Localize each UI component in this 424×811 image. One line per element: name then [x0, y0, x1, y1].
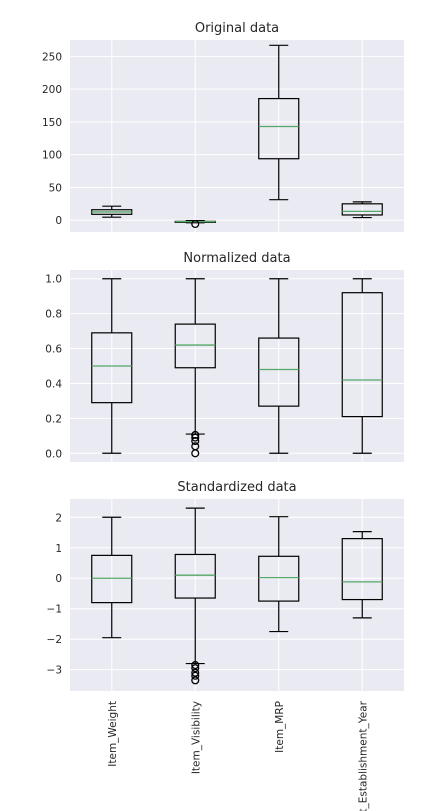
- x-tick-label: Outlet_Establishment_Year: [357, 700, 369, 811]
- box-body: [174, 553, 216, 599]
- chart-panel-3: −3 −2 −1 0 1 2 Standardized data Item_Weight Ite…: [47, 480, 404, 811]
- box-body: [258, 97, 300, 160]
- y-tick-label: 0.0: [45, 448, 62, 460]
- y-tick-label: 0.8: [45, 309, 62, 321]
- outlier-point: [191, 668, 200, 677]
- box-Item_MRP: [258, 44, 300, 201]
- y-tick-label: 0.6: [45, 344, 62, 356]
- y-tick-label: −1: [47, 604, 62, 616]
- box-body: [341, 292, 383, 418]
- outlier-point: [191, 676, 200, 685]
- box-Item_MRP: [258, 278, 300, 454]
- box-body: [341, 538, 383, 601]
- x-tick-label: Item_Weight: [107, 701, 119, 767]
- outlier-point: [191, 664, 200, 673]
- y-tick-label: 0: [55, 215, 62, 227]
- outlier-point: [191, 442, 200, 451]
- outlier-point: [191, 219, 200, 229]
- box-Item_MRP: [258, 516, 300, 633]
- plot-area: [70, 40, 404, 232]
- box-Item_Weight: [91, 278, 133, 454]
- outlier-point: [191, 437, 200, 446]
- chart-title: Normalized data: [183, 251, 290, 266]
- y-tick-label: 250: [42, 51, 62, 63]
- y-tick-label: 1: [55, 543, 62, 555]
- chart-panel-2: 0.0 0.2 0.4 0.6 0.8 1.0 Normalized data: [45, 251, 404, 462]
- box-body: [91, 332, 133, 404]
- y-tick-label: 0.4: [45, 378, 62, 390]
- box-Outlet_Establishment_Year: [341, 531, 383, 619]
- outlier-point: [191, 671, 200, 680]
- plot-area: [70, 499, 404, 691]
- outlier-point: [191, 661, 200, 670]
- outlier-point: [191, 430, 200, 439]
- y-tick-label: 1.0: [45, 274, 62, 286]
- box-body: [258, 337, 300, 407]
- y-tick-label: 2: [55, 512, 62, 524]
- box-Item_Visibility: [174, 507, 216, 685]
- outlier-point: [191, 433, 200, 442]
- box-Item_Weight: [91, 205, 133, 218]
- box-Outlet_Establishment_Year: [341, 201, 383, 219]
- y-tick-label: 200: [42, 84, 62, 96]
- box-body: [258, 555, 300, 602]
- y-tick-label: 50: [49, 182, 62, 194]
- x-tick-label: Item_Visibility: [190, 701, 202, 774]
- y-tick-label: −2: [47, 634, 62, 646]
- box-body: [174, 323, 216, 369]
- y-tick-label: 150: [42, 117, 62, 129]
- chart-title: Standardized data: [177, 480, 296, 495]
- y-tick-label: 100: [42, 150, 62, 162]
- y-tick-label: −3: [47, 665, 62, 677]
- chart-title: Original data: [195, 21, 279, 36]
- x-tick-label: Item_MRP: [274, 701, 286, 753]
- box-Item_Weight: [91, 516, 133, 639]
- box-Item_Visibility: [174, 219, 216, 229]
- box-Outlet_Establishment_Year: [341, 278, 383, 454]
- box-body: [341, 203, 383, 216]
- chart-panel-1: 0 50 100 150 200 250 Original data: [42, 21, 404, 232]
- box-body: [91, 554, 133, 604]
- y-tick-label: 0: [55, 573, 62, 585]
- y-tick-label: 0.2: [45, 413, 62, 425]
- box-Item_Visibility: [174, 278, 216, 458]
